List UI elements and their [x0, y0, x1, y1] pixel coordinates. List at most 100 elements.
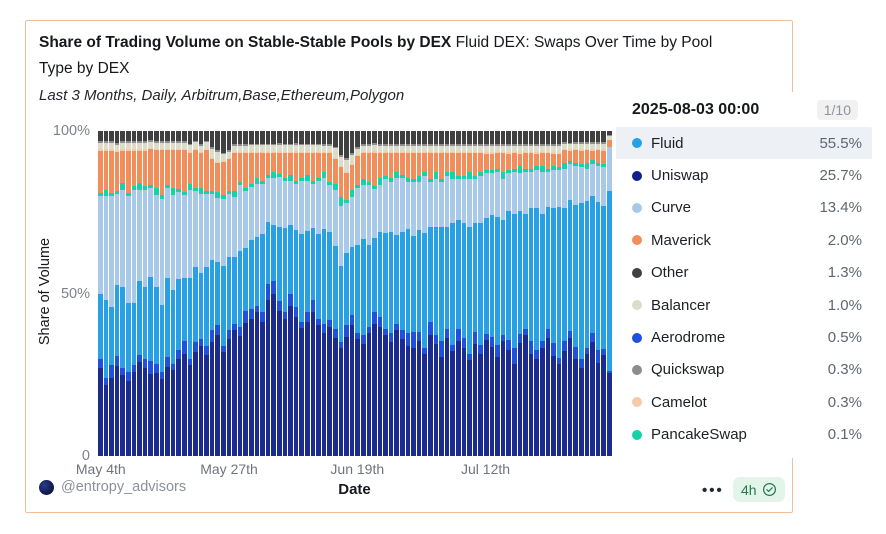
bar-day-82[interactable]: [556, 131, 562, 456]
bar-day-87[interactable]: [584, 131, 590, 456]
bar-day-46[interactable]: [355, 131, 360, 456]
bar-day-49[interactable]: [372, 131, 377, 456]
bar-day-23[interactable]: [226, 131, 232, 456]
bar-day-65[interactable]: [461, 131, 467, 456]
bar-day-2[interactable]: [109, 131, 114, 456]
bar-day-43[interactable]: [338, 131, 344, 456]
bar-day-72[interactable]: [500, 131, 506, 456]
bar-day-24[interactable]: [232, 131, 237, 456]
bar-day-9[interactable]: [148, 131, 153, 456]
bar-day-69[interactable]: [483, 131, 489, 456]
bar-day-83[interactable]: [562, 131, 567, 456]
bar-day-52[interactable]: [388, 131, 394, 456]
bar-day-54[interactable]: [400, 131, 405, 456]
bar-day-10[interactable]: [153, 131, 159, 456]
bar-day-67[interactable]: [472, 131, 478, 456]
bar-day-75[interactable]: [517, 131, 523, 456]
bar-day-20[interactable]: [209, 131, 215, 456]
bar-day-27[interactable]: [249, 131, 254, 456]
bar-day-60[interactable]: [433, 131, 439, 456]
bar-day-48[interactable]: [366, 131, 372, 456]
legend-row-uniswap[interactable]: Uniswap 25.7%: [616, 159, 872, 191]
bar-day-53[interactable]: [394, 131, 400, 456]
legend-row-quickswap[interactable]: Quickswap 0.3%: [616, 354, 872, 386]
bar-day-90[interactable]: [601, 131, 607, 456]
bar-day-26[interactable]: [243, 131, 249, 456]
bar-day-8[interactable]: [142, 131, 148, 456]
bar-day-81[interactable]: [551, 131, 556, 456]
bar-day-51[interactable]: [383, 131, 388, 456]
bar-day-57[interactable]: [416, 131, 422, 456]
bar-day-3[interactable]: [114, 131, 120, 456]
bar-day-59[interactable]: [428, 131, 433, 456]
bar-day-15[interactable]: [181, 131, 187, 456]
legend-row-fluid[interactable]: Fluid 55.5%: [616, 127, 872, 160]
bar-day-88[interactable]: [590, 131, 595, 456]
bar-day-74[interactable]: [511, 131, 517, 456]
bar-day-11[interactable]: [159, 131, 165, 456]
bar-day-78[interactable]: [534, 131, 539, 456]
legend-row-camelot[interactable]: Camelot 0.3%: [616, 386, 872, 418]
bar-day-30[interactable]: [265, 131, 271, 456]
bar-day-35[interactable]: [293, 131, 299, 456]
bar-day-34[interactable]: [288, 131, 293, 456]
bar-day-91[interactable]: [607, 131, 612, 456]
bar-day-40[interactable]: [321, 131, 327, 456]
bar-day-17[interactable]: [193, 131, 198, 456]
bar-day-33[interactable]: [282, 131, 288, 456]
bar-day-6[interactable]: [131, 131, 137, 456]
bar-day-19[interactable]: [204, 131, 209, 456]
bar-day-32[interactable]: [277, 131, 282, 456]
bar-day-66[interactable]: [467, 131, 472, 456]
bar-day-42[interactable]: [332, 131, 338, 456]
bar-day-68[interactable]: [478, 131, 483, 456]
more-menu-button[interactable]: •••: [702, 482, 724, 499]
bar-day-85[interactable]: [573, 131, 579, 456]
legend-row-aerodrome[interactable]: Aerodrome 0.5%: [616, 321, 872, 353]
author-handle[interactable]: @entropy_advisors: [61, 479, 187, 495]
bar-day-62[interactable]: [444, 131, 450, 456]
bar-day-25[interactable]: [237, 131, 243, 456]
bar-day-4[interactable]: [120, 131, 125, 456]
bar-day-14[interactable]: [176, 131, 181, 456]
bar-day-47[interactable]: [360, 131, 366, 456]
bar-day-36[interactable]: [299, 131, 304, 456]
legend-row-maverick[interactable]: Maverick 2.0%: [616, 224, 872, 256]
bar-day-76[interactable]: [523, 131, 528, 456]
bar-day-5[interactable]: [125, 131, 131, 456]
bar-day-61[interactable]: [439, 131, 444, 456]
bar-day-77[interactable]: [528, 131, 534, 456]
bar-day-28[interactable]: [254, 131, 260, 456]
bar-day-39[interactable]: [316, 131, 321, 456]
bar-day-0[interactable]: [98, 131, 103, 456]
bar-day-58[interactable]: [422, 131, 428, 456]
bar-day-70[interactable]: [489, 131, 495, 456]
bar-day-29[interactable]: [260, 131, 265, 456]
bar-day-41[interactable]: [327, 131, 332, 456]
bar-day-73[interactable]: [506, 131, 511, 456]
bar-day-21[interactable]: [215, 131, 221, 456]
bar-day-38[interactable]: [310, 131, 316, 456]
bar-day-50[interactable]: [377, 131, 383, 456]
bar-day-31[interactable]: [271, 131, 276, 456]
legend-row-pancakeswap[interactable]: PancakeSwap 0.1%: [616, 419, 872, 451]
bar-day-86[interactable]: [579, 131, 584, 456]
bar-day-71[interactable]: [495, 131, 500, 456]
bar-day-12[interactable]: [165, 131, 170, 456]
bar-day-37[interactable]: [304, 131, 310, 456]
legend-row-curve[interactable]: Curve 13.4%: [616, 192, 872, 224]
refresh-badge[interactable]: 4h: [733, 477, 785, 502]
bar-day-64[interactable]: [456, 131, 461, 456]
bar-day-89[interactable]: [595, 131, 601, 456]
bar-day-18[interactable]: [198, 131, 204, 456]
bar-day-84[interactable]: [567, 131, 573, 456]
legend-row-other[interactable]: Other 1.3%: [616, 257, 872, 289]
bar-day-55[interactable]: [405, 131, 411, 456]
bar-day-44[interactable]: [344, 131, 349, 456]
bar-day-7[interactable]: [137, 131, 142, 456]
bar-day-80[interactable]: [545, 131, 551, 456]
bar-day-79[interactable]: [539, 131, 545, 456]
bar-day-22[interactable]: [221, 131, 226, 456]
bar-day-13[interactable]: [170, 131, 176, 456]
bar-day-56[interactable]: [411, 131, 416, 456]
